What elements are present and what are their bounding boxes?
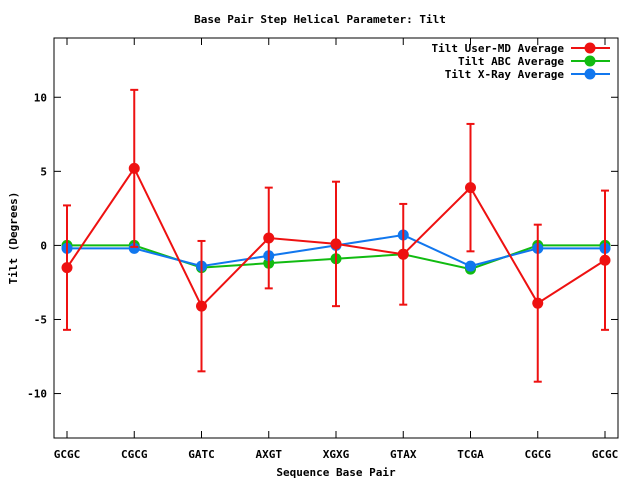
legend-label: Tilt X-Ray Average (445, 68, 565, 81)
y-tick-label: 0 (40, 239, 47, 252)
y-tick-label: -5 (34, 313, 47, 326)
data-point (599, 254, 611, 266)
data-point (465, 260, 476, 272)
x-tick-label: GCGC (592, 448, 619, 461)
x-axis-label: Sequence Base Pair (276, 466, 396, 479)
x-tick-label: GCGC (54, 448, 81, 461)
y-tick-label: 10 (34, 91, 47, 104)
data-point (196, 300, 207, 312)
y-axis-label: Tilt (Degrees) (7, 192, 20, 285)
x-tick-label: CGCG (121, 448, 148, 461)
x-axis: GCGC CGCG GATC AXGT XGXG GTAX TCGA CGCG GCGC (54, 38, 619, 461)
data-point (128, 162, 140, 174)
legend-marker (584, 68, 596, 80)
data-point (61, 262, 73, 274)
chart-title: Base Pair Step Helical Parameter: Tilt (194, 13, 446, 26)
series-0 (61, 88, 611, 383)
x-tick-label: GTAX (390, 448, 417, 461)
data-point (397, 248, 409, 260)
y-axis: -10 -5 0 5 10 (27, 91, 618, 401)
x-tick-label: XGXG (323, 448, 350, 461)
y-tick-label: 5 (40, 165, 47, 178)
y-tick-label: -10 (27, 388, 47, 401)
legend-label: Tilt User-MD Average (432, 42, 565, 55)
legend-marker (584, 42, 596, 54)
x-tick-label: AXGT (256, 448, 283, 461)
x-tick-label: GATC (188, 448, 215, 461)
data-point (532, 297, 544, 309)
series-layer (61, 88, 611, 383)
data-point (330, 238, 342, 250)
legend-label: Tilt ABC Average (458, 55, 564, 68)
data-point (465, 182, 476, 194)
x-tick-label: CGCG (525, 448, 552, 461)
legend-marker (584, 55, 596, 67)
data-point (263, 232, 275, 244)
data-point (128, 242, 140, 254)
x-tick-label: TCGA (457, 448, 484, 461)
